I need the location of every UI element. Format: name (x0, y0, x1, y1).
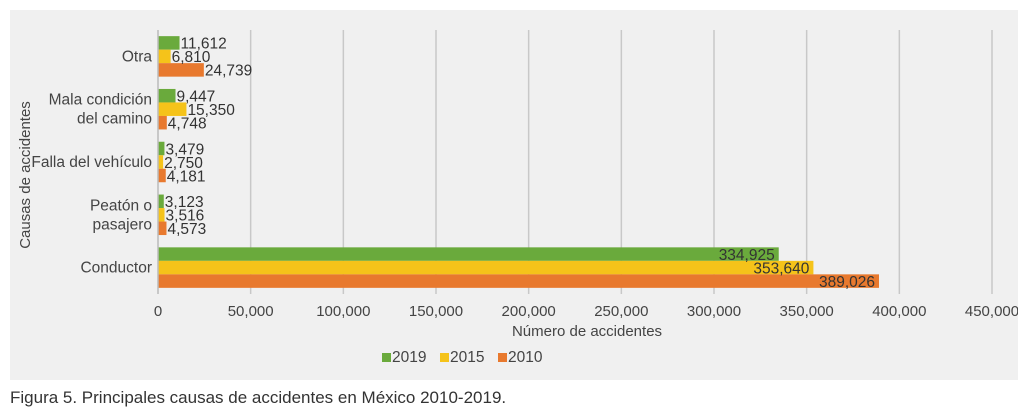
data-label: 11,612 (181, 36, 227, 53)
data-label: 15,350 (187, 102, 235, 119)
figure-caption: Figura 5. Principales causas de accident… (10, 388, 507, 407)
bar-2019 (158, 247, 779, 261)
data-label: 353,640 (753, 260, 809, 277)
data-label: 2,750 (164, 155, 203, 172)
x-tick-label: 0 (154, 303, 162, 320)
bar-2010 (158, 221, 167, 236)
data-label: 3,479 (165, 141, 204, 158)
bars (158, 36, 879, 288)
bar-2019 (158, 141, 165, 156)
bar-2015 (158, 49, 171, 64)
legend-label: 2015 (450, 349, 484, 366)
x-tick-label: 450,000 (965, 303, 1018, 320)
bar-2010 (158, 63, 204, 77)
data-label: 4,573 (167, 221, 206, 238)
x-tick-label: 50,000 (228, 303, 274, 320)
x-tick-label: 350,000 (780, 303, 834, 320)
category-label: Mala condición (49, 92, 152, 109)
x-tick-label: 200,000 (502, 303, 556, 320)
legend-swatch-2019 (382, 353, 391, 362)
bar-2015 (158, 102, 187, 116)
bar-2015 (158, 155, 164, 169)
bar-2019 (158, 36, 180, 50)
data-label: 3,516 (166, 208, 205, 225)
x-tick-label: 300,000 (687, 303, 741, 320)
data-label: 334,925 (719, 247, 775, 264)
legend-swatch-2015 (440, 353, 449, 362)
category-label: Peatón o (90, 197, 152, 214)
x-tick-label: 100,000 (316, 303, 370, 320)
axes: 0 50,000 100,000 150,000 200,000 250,000 300,0… (31, 30, 1018, 320)
bar-chart: 0 50,000 100,000 150,000 200,000 250,000 300,0… (17, 30, 1018, 366)
x-tick-label: 250,000 (594, 303, 648, 320)
x-axis-title: Número de accidentes (512, 323, 662, 340)
bar-2015 (158, 208, 165, 222)
y-axis-title: Causas de accidentes (17, 101, 34, 249)
data-label: 9,447 (177, 88, 216, 105)
bar-2010 (158, 168, 166, 183)
legend-label: 2019 (392, 349, 426, 366)
legend-label: 2010 (508, 349, 543, 366)
data-label: 4,181 (167, 168, 206, 185)
category-label: Falla del vehículo (31, 154, 152, 171)
x-tick-label: 150,000 (409, 303, 463, 320)
data-label: 4,748 (168, 115, 207, 132)
bar-2015 (158, 260, 814, 275)
category-label: Conductor (80, 260, 152, 277)
bar-2019 (158, 88, 176, 103)
x-tick-label: 400,000 (872, 303, 926, 320)
data-label: 389,026 (819, 274, 875, 291)
data-label: 24,739 (205, 63, 252, 80)
gridlines (249, 30, 993, 294)
data-label: 3,123 (165, 194, 204, 211)
bar-2010 (158, 274, 879, 288)
legend: 2019 2015 2010 (382, 349, 543, 366)
data-label: 6,810 (172, 49, 211, 66)
category-label: pasajero (93, 216, 152, 233)
bar-2019 (158, 194, 164, 209)
category-label: del camino (77, 111, 152, 128)
bar-2010 (158, 115, 167, 130)
chart-panel: 0 50,000 100,000 150,000 200,000 250,000 300,0… (10, 10, 1018, 380)
legend-swatch-2010 (498, 353, 507, 362)
category-label: Otra (122, 48, 153, 65)
